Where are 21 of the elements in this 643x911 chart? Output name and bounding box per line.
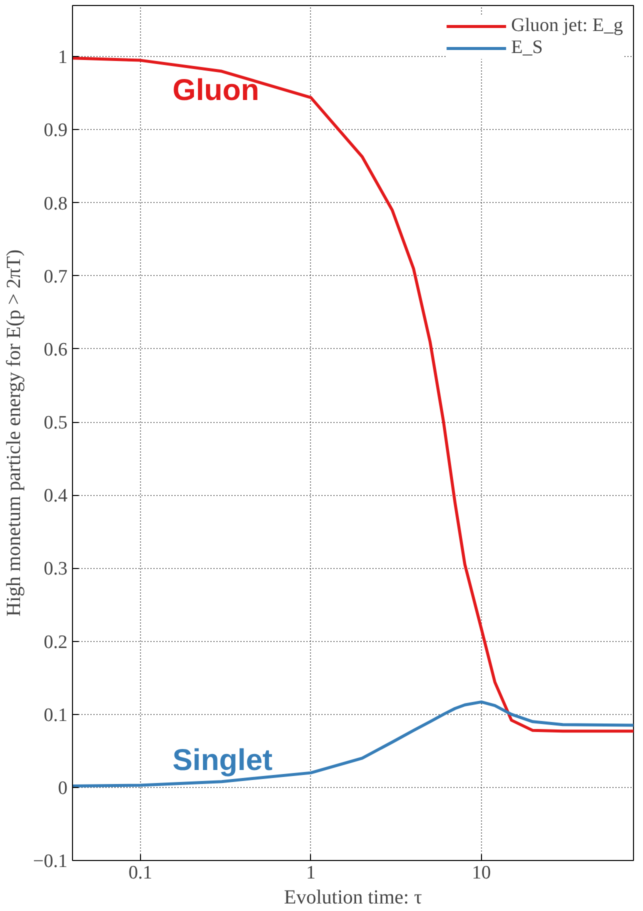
x-tick-label: 0.1 bbox=[128, 862, 152, 884]
annotation: Singlet bbox=[172, 744, 273, 777]
annotation: Gluon bbox=[172, 74, 260, 107]
y-tick-label: 0 bbox=[58, 778, 68, 799]
y-tick-label: 0.6 bbox=[44, 339, 68, 360]
y-tick-label: 0.8 bbox=[44, 193, 68, 214]
y-tick-label: 0.1 bbox=[44, 704, 68, 726]
x-axis-title: Evolution time: τ bbox=[284, 886, 422, 908]
legend-label: E_S bbox=[511, 37, 543, 59]
x-tick-label: 10 bbox=[472, 862, 491, 884]
y-tick-label: 0.2 bbox=[44, 632, 68, 653]
x-tick-label: 1 bbox=[306, 862, 316, 884]
y-tick-label: 1 bbox=[58, 47, 68, 68]
y-tick-label: 0.7 bbox=[44, 266, 68, 288]
legend-label: Gluon jet: E_g bbox=[511, 15, 623, 37]
y-tick-label: 0.4 bbox=[44, 486, 68, 507]
y-tick-label: 0.5 bbox=[44, 412, 68, 434]
y-tick-label: 0.3 bbox=[44, 558, 68, 580]
y-tick-label: −0.1 bbox=[33, 851, 68, 872]
y-tick-label: 0.9 bbox=[44, 120, 68, 142]
y-axis-title: High monetum particle energy for E(p > 2πT) bbox=[3, 249, 26, 617]
